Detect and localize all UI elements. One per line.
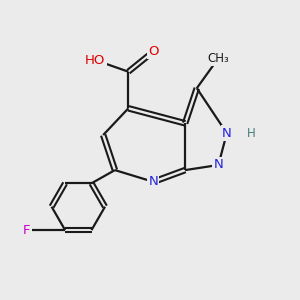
Text: HO: HO: [85, 53, 105, 67]
Text: N: N: [148, 175, 158, 188]
Text: CH₃: CH₃: [208, 52, 229, 65]
Text: H: H: [247, 127, 256, 140]
Text: N: N: [214, 158, 223, 172]
Text: N: N: [222, 127, 232, 140]
Text: O: O: [148, 45, 159, 58]
Text: F: F: [23, 224, 31, 237]
